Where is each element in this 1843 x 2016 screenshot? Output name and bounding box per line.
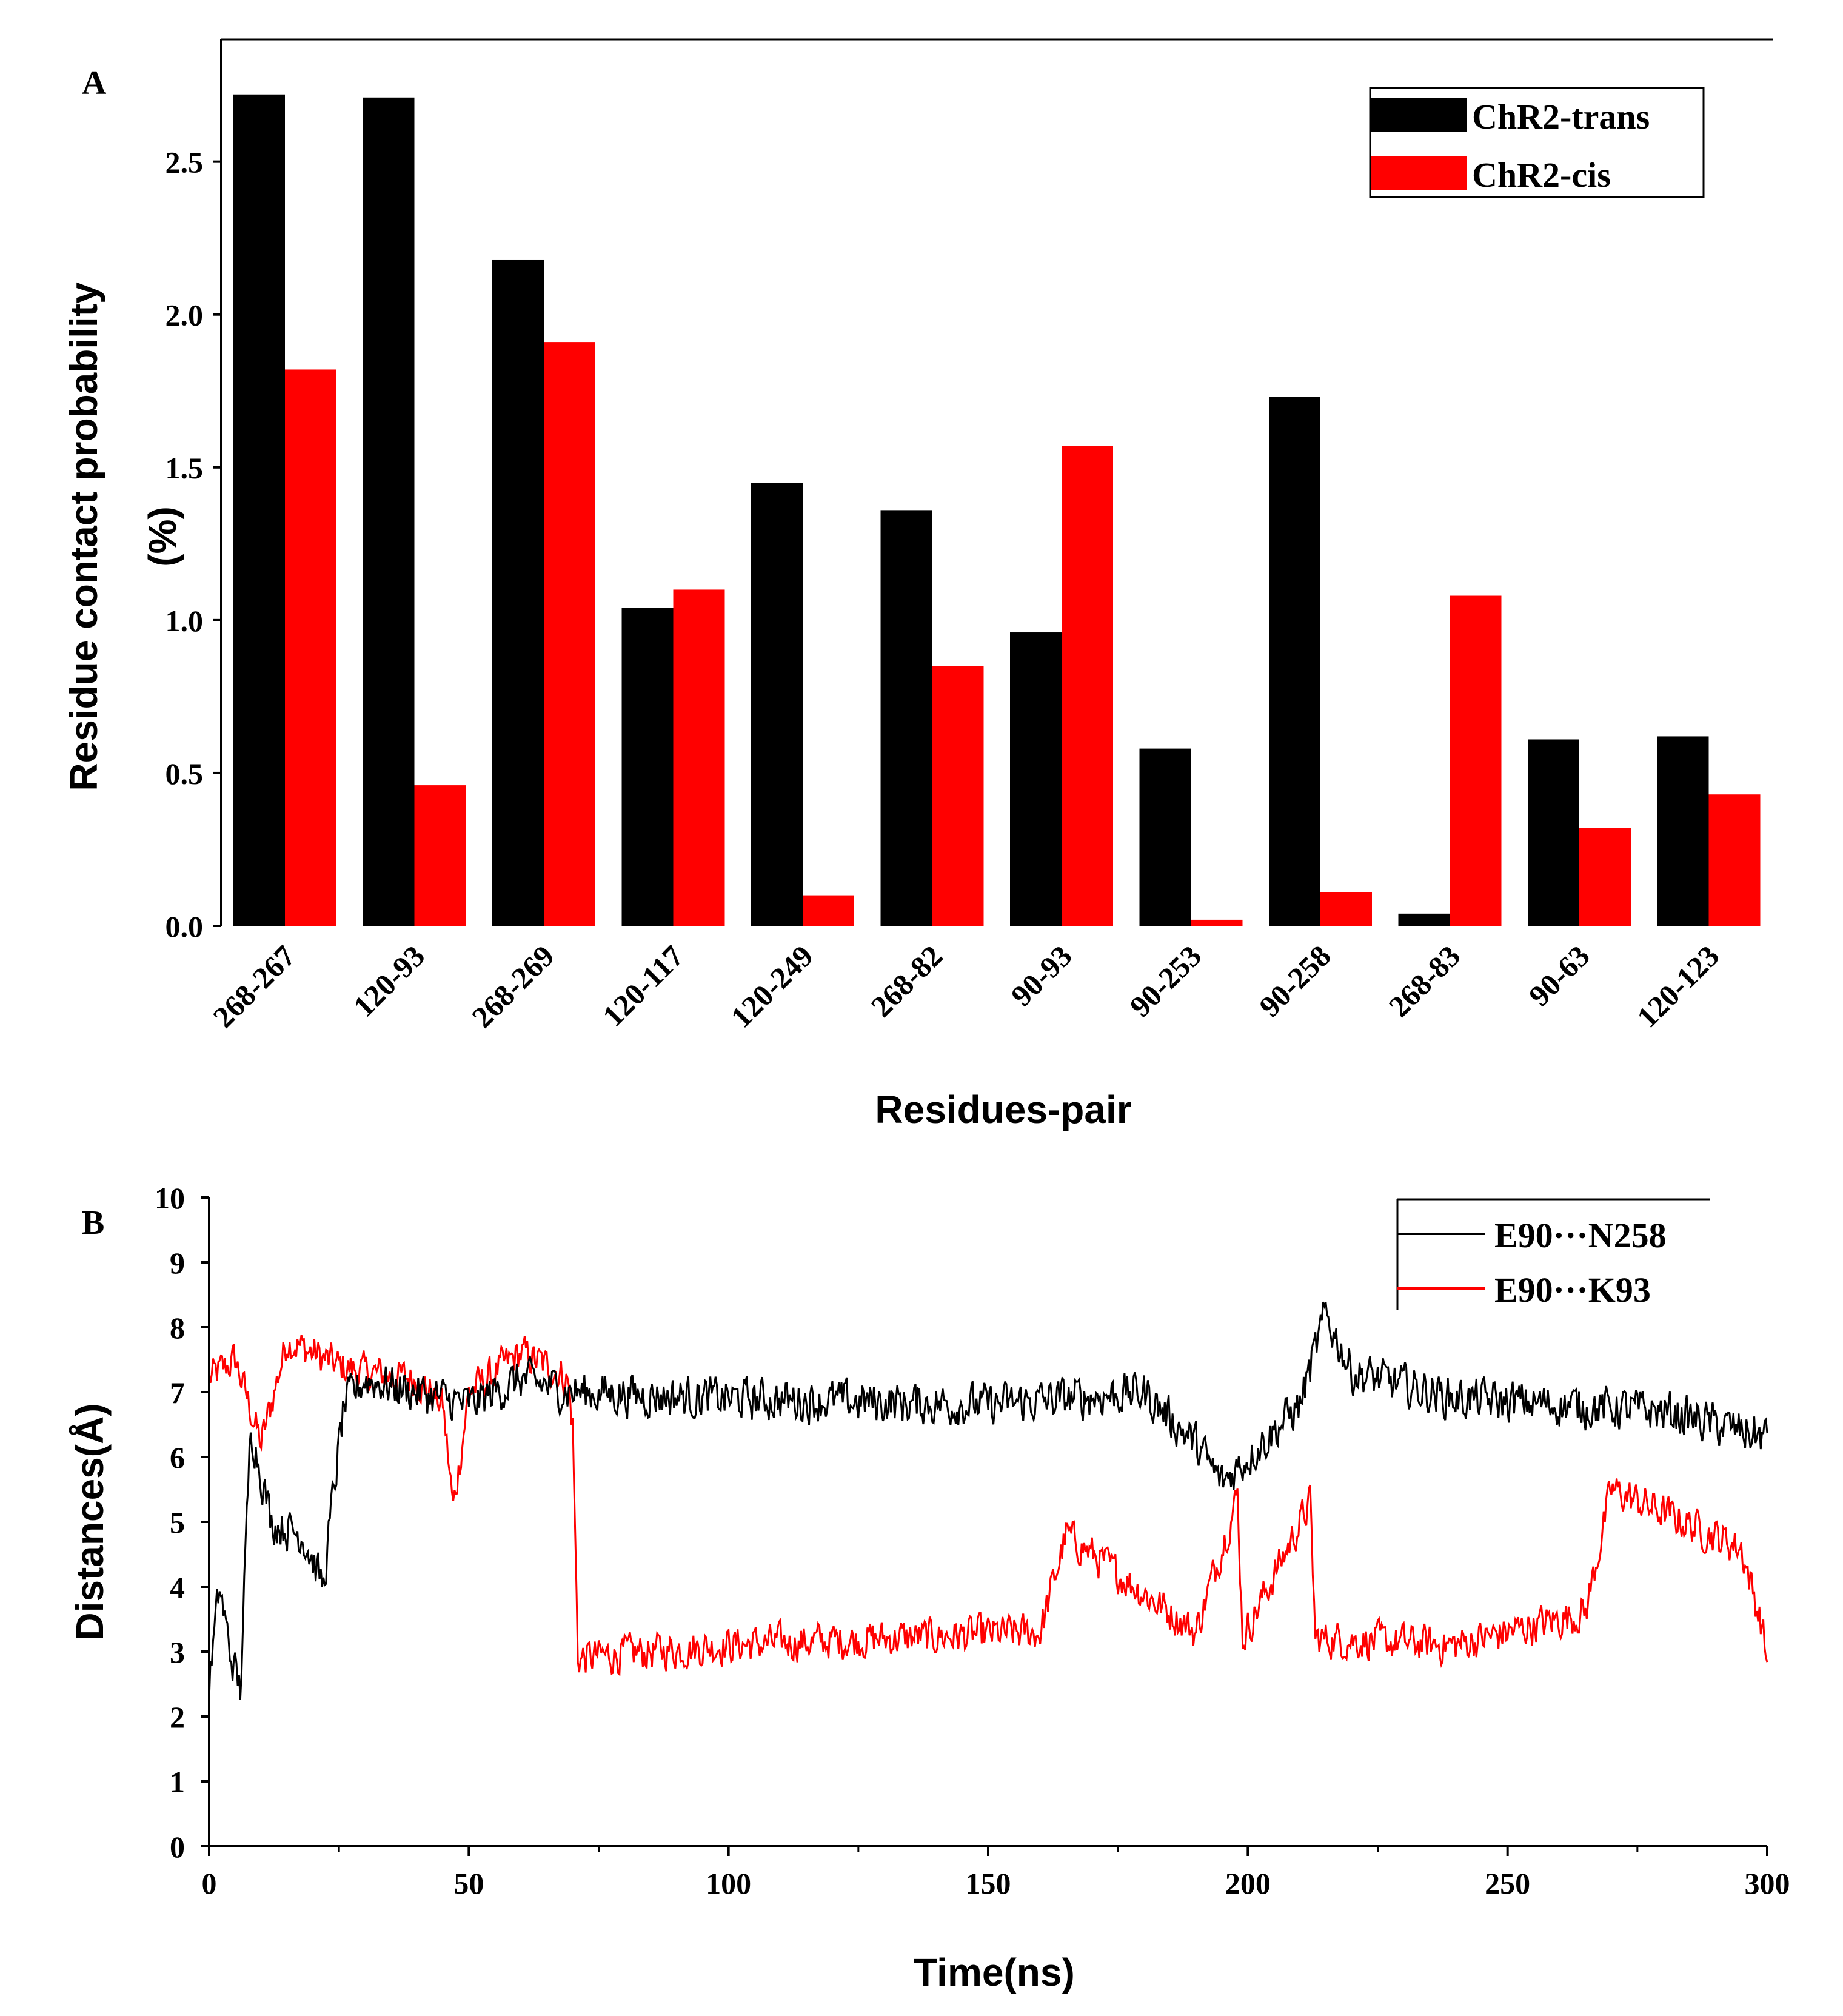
y-tick-label: 5 [170,1505,185,1539]
bar-trans-90-253 [1139,748,1191,926]
x-tick-label: 50 [453,1866,484,1900]
y-tick-label: 3 [170,1635,185,1669]
bar-cis-120-93 [414,785,466,926]
panel-b-y-ticks: 0 1 2 3 4 5 6 7 8 9 10 [155,1181,209,1864]
panel-b-legend: E90···N258 E90···K93 [1396,1198,1710,1310]
panel-b: B 0 1 2 3 4 5 6 7 8 9 10 0 50 100 150 200 250 300 Distan… [68,1181,1790,1994]
y-tick-label: 8 [170,1311,185,1345]
y-tick-label: 0.0 [166,909,204,943]
panel-b-y-label: Distances(Å) [68,1403,112,1640]
y-tick-label: 2.5 [166,146,204,179]
y-tick-label: 7 [170,1376,185,1410]
bar-cis-120-117 [673,589,725,926]
x-tick-label: 0 [202,1866,217,1900]
bar-trans-90-63 [1528,739,1579,926]
y-tick-label: 10 [155,1181,185,1215]
x-tick-label: 300 [1745,1866,1790,1900]
legend-label-n258: E90···N258 [1494,1216,1667,1255]
legend-swatch-trans [1371,98,1467,132]
bar-cis-268-269 [544,342,595,926]
trace-e90-n258 [208,1301,1768,1701]
bar-cis-268-267 [285,369,336,926]
y-tick-label: 0.5 [166,757,204,791]
panel-a-axes [220,38,1773,926]
bar-cis-120-249 [803,895,854,926]
legend-label-cis: ChR2-cis [1472,155,1611,195]
bar-cis-90-63 [1579,828,1631,926]
panel-b-x-label: Time(ns) [914,1951,1075,1994]
bar-trans-120-93 [363,97,415,926]
bar-cis-268-82 [932,666,984,926]
bar-trans-90-93 [1010,632,1062,926]
y-tick-label: 4 [170,1570,185,1604]
panel-a-y-label-unit: (%) [141,506,184,567]
y-tick-label: 2 [170,1700,185,1734]
bar-trans-120-117 [621,608,674,926]
panel-a-x-label: Residues-pair [875,1088,1131,1131]
panel-a-y-label: Residue contact probability [62,282,105,791]
panel-a-y-ticks: 0.0 0.5 1.0 1.5 2.0 2.5 [166,146,221,943]
panel-a: A 0.00.51.01.52.02.5 268-267 120-93 268-26… [62,38,1773,1131]
panel-a-legend: ChR2-trans ChR2-cis [1369,87,1705,198]
x-tick-label: 250 [1485,1866,1530,1900]
bar-trans-268-267 [233,94,285,926]
x-tick-label: 200 [1225,1866,1271,1900]
y-tick-label: 1.0 [166,604,204,638]
bar-trans-268-82 [880,510,932,926]
panel-a-label: A [82,64,107,102]
bar-cis-120-123 [1708,794,1761,926]
bar-cis-90-258 [1320,892,1372,926]
x-tick-label: 100 [706,1866,751,1900]
bar-cis-90-93 [1062,446,1113,926]
trans-bars [233,94,1709,926]
x-tick-label: 150 [966,1866,1011,1900]
bar-trans-120-249 [751,483,803,926]
bar-trans-268-83 [1398,913,1450,926]
panel-b-x-ticks: 0 50 100 150 200 250 300 [202,1846,1790,1900]
y-tick-label: 2.0 [166,298,204,332]
legend-label-k93: E90···K93 [1494,1270,1651,1310]
bar-trans-268-269 [492,259,544,926]
panel-b-traces [208,1301,1768,1701]
legend-label-trans: ChR2-trans [1472,97,1650,136]
y-tick-label: 9 [170,1246,185,1280]
y-tick-label: 6 [170,1441,185,1475]
legend-swatch-cis [1371,156,1467,190]
bar-cis-268-83 [1450,595,1502,926]
y-tick-label: 1 [170,1765,185,1799]
y-tick-label: 0 [170,1830,185,1864]
bar-trans-90-258 [1269,397,1320,926]
bar-trans-120-123 [1657,736,1709,926]
trace-e90-k93 [208,1335,1768,1676]
panel-b-label: B [82,1204,104,1242]
bar-cis-90-253 [1191,919,1243,926]
cis-bars [285,342,1761,926]
y-tick-label: 1.5 [166,451,204,485]
